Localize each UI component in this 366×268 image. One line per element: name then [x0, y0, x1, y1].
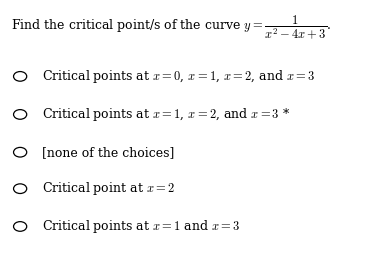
- Text: Critical point at $x=2$: Critical point at $x=2$: [42, 180, 175, 197]
- Text: Critical points at $x=1$, $x=2$, and $x=3$ *: Critical points at $x=1$, $x=2$, and $x=…: [42, 106, 290, 123]
- Text: Find the critical point/s of the curve $y=\dfrac{1}{x^2-4x+3}$.: Find the critical point/s of the curve $…: [11, 14, 331, 42]
- Text: [none of the choices]: [none of the choices]: [42, 146, 175, 159]
- Text: Critical points at $x=1$ and $x=3$: Critical points at $x=1$ and $x=3$: [42, 218, 240, 235]
- Text: Critical points at $x=0$, $x=1$, $x=2$, and $x=3$: Critical points at $x=0$, $x=1$, $x=2$, …: [42, 68, 315, 85]
